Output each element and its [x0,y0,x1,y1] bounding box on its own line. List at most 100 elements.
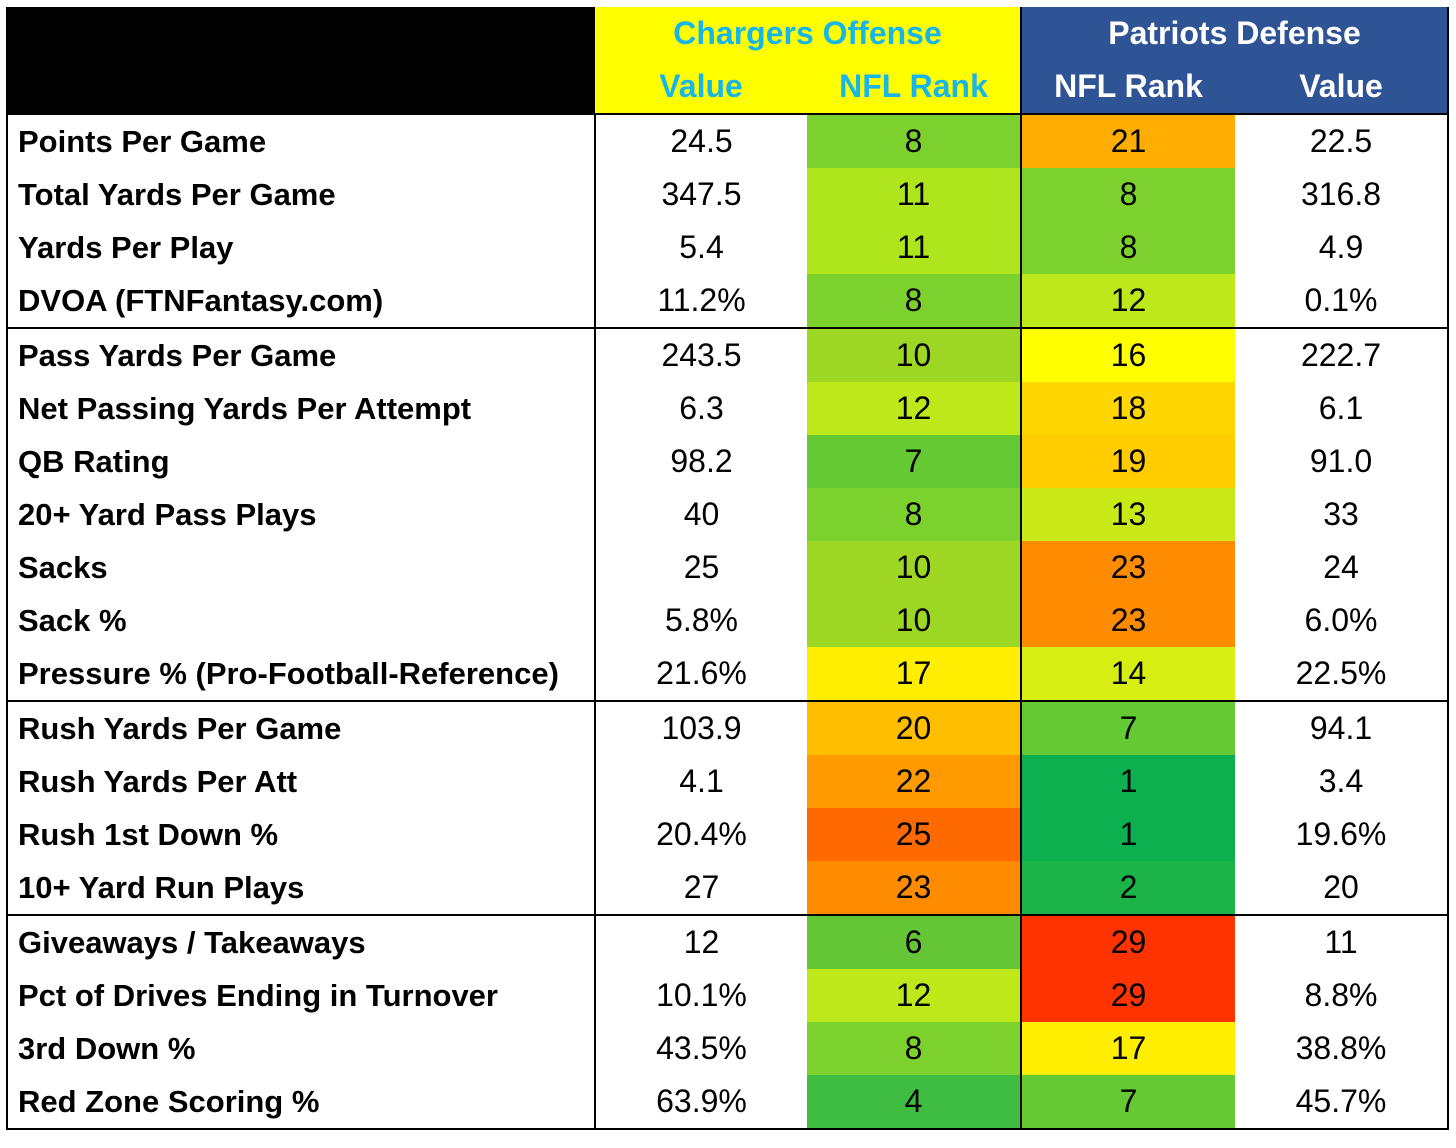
offense-value-cell: 25 [683,549,720,585]
stat-row: Points Per Game 24.5 8 21 22.5 [6,113,1449,168]
stat-row: Pressure % (Pro-Football-Reference) 21.6%… [6,647,1449,702]
offense-rank-cell: 17 [807,647,1022,702]
stat-label: Rush 1st Down % [6,808,596,861]
defense-value-cell: 6.0% [1235,594,1449,647]
defense-rank-cell: 1 [1021,755,1235,808]
offense-value-cell: 5.8% [665,602,738,638]
stat-row: Red Zone Scoring % 63.9% 4 7 45.7% [6,1075,1449,1130]
matchup-stats-table: Chargers Offense Patriots Defense Value … [6,7,1449,1130]
defense-value-cell: 22.5% [1235,647,1449,702]
offense-rank-cell: 8 [807,488,1022,541]
defense-value-cell: 316.8 [1235,168,1449,221]
offense-value-cell: 243.5 [595,327,807,382]
offense-value-cell: 5.4 [679,229,724,265]
offense-rank-cell: 12 [807,969,1022,1022]
stat-label: Pass Yards Per Game [6,327,596,382]
offense-value-cell: 43.5% [656,1030,747,1066]
defense-value-cell: 19.6% [1235,808,1449,861]
defense-rank-cell: 12 [1021,274,1235,329]
stat-label: Rush Yards Per Att [6,755,596,808]
stat-row: Rush Yards Per Game 103.9 20 7 94.1 [6,700,1449,755]
header-blank-cell [6,7,595,114]
offense-rank-cell: 10 [807,541,1022,594]
defense-rank-cell: 14 [1021,647,1235,702]
stat-label: Red Zone Scoring % [6,1075,596,1130]
defense-rank-header: NFL Rank [1021,60,1235,114]
defense-rank-cell: 7 [1021,1075,1235,1130]
stat-row: Pass Yards Per Game 243.5 10 16 222.7 [6,327,1449,382]
defense-rank-cell: 19 [1021,435,1235,488]
defense-value-cell: 38.8% [1235,1022,1449,1075]
offense-rank-cell: 8 [807,113,1022,168]
stat-row: Rush Yards Per Att 4.1 22 1 3.4 [6,755,1449,808]
defense-value-cell: 22.5 [1235,113,1449,168]
offense-rank-cell: 11 [807,168,1022,221]
offense-value-cell: 24.5 [595,113,807,168]
offense-value-cell: 21.6% [595,647,807,702]
column-header-row: Value NFL Rank NFL Rank Value [7,60,1449,114]
offense-rank-header: NFL Rank [807,60,1022,114]
offense-rank-cell: 8 [807,1022,1022,1075]
stat-label: Yards Per Play [6,221,596,274]
stat-label: 20+ Yard Pass Plays [6,488,596,541]
stat-label: Giveaways / Takeaways [6,914,596,969]
stat-label: 10+ Yard Run Plays [6,861,596,916]
defense-rank-cell: 7 [1021,700,1235,755]
stat-row: Rush 1st Down % 20.4% 25 1 19.6% [6,808,1449,861]
defense-rank-cell: 16 [1021,327,1235,382]
stat-label: Total Yards Per Game [6,168,596,221]
defense-rank-cell: 29 [1021,914,1235,969]
offense-rank-cell: 23 [807,861,1022,916]
stat-row: Sacks 25 10 23 24 [6,541,1449,594]
defense-value-cell: 3.4 [1235,755,1449,808]
defense-rank-cell: 23 [1021,541,1235,594]
defense-value-cell: 45.7% [1235,1075,1449,1130]
offense-rank-cell: 4 [807,1075,1022,1130]
offense-rank-cell: 8 [807,274,1022,329]
defense-value-cell: 91.0 [1235,435,1449,488]
stat-row: 20+ Yard Pass Plays 40 8 13 33 [6,488,1449,541]
offense-value-cell: 20.4% [656,816,747,852]
defense-rank-cell: 29 [1021,969,1235,1022]
stat-label: Sacks [6,541,596,594]
defense-rank-cell: 23 [1021,594,1235,647]
stat-label: 3rd Down % [6,1022,596,1075]
offense-value-cell: 6.3 [679,390,724,426]
offense-rank-cell: 10 [807,327,1022,382]
offense-value-cell: 27 [595,861,807,916]
defense-value-cell: 0.1% [1235,274,1449,329]
stat-row: 10+ Yard Run Plays 27 23 2 20 [6,861,1449,916]
offense-rank-cell: 6 [807,914,1022,969]
offense-value-cell: 103.9 [595,700,807,755]
defense-rank-cell: 2 [1021,861,1235,916]
offense-rank-cell: 22 [807,755,1022,808]
defense-rank-cell: 21 [1021,113,1235,168]
defense-value-cell: 222.7 [1235,327,1449,382]
offense-rank-cell: 20 [807,700,1022,755]
stat-label: Points Per Game [6,113,596,168]
offense-value-cell: 10.1% [656,977,747,1013]
defense-value-cell: 94.1 [1235,700,1449,755]
stat-label: DVOA (FTNFantasy.com) [6,274,596,329]
stat-row: Pct of Drives Ending in Turnover 10.1% 12 2… [6,969,1449,1022]
offense-rank-cell: 10 [807,594,1022,647]
stat-row: Net Passing Yards Per Attempt 6.3 12 18 6.1 [6,382,1449,435]
offense-value-cell: 11.2% [595,274,807,329]
defense-rank-cell: 1 [1021,808,1235,861]
stat-row: Total Yards Per Game 347.5 11 8 316.8 [6,168,1449,221]
defense-value-cell: 24 [1235,541,1449,594]
stat-row: Giveaways / Takeaways 12 6 29 11 [6,914,1449,969]
defense-rank-cell: 17 [1021,1022,1235,1075]
stat-label: Rush Yards Per Game [6,700,596,755]
offense-rank-cell: 11 [807,221,1022,274]
defense-value-cell: 11 [1235,914,1449,969]
defense-value-cell: 33 [1235,488,1449,541]
defense-rank-cell: 8 [1021,168,1235,221]
defense-value-cell: 4.9 [1235,221,1449,274]
offense-value-cell: 4.1 [679,763,724,799]
offense-value-cell: 12 [595,914,807,969]
group-header-row: Chargers Offense Patriots Defense [6,7,1449,114]
offense-rank-cell: 7 [807,435,1022,488]
offense-value-header: Value [595,60,807,114]
defense-value-cell: 8.8% [1235,969,1449,1022]
